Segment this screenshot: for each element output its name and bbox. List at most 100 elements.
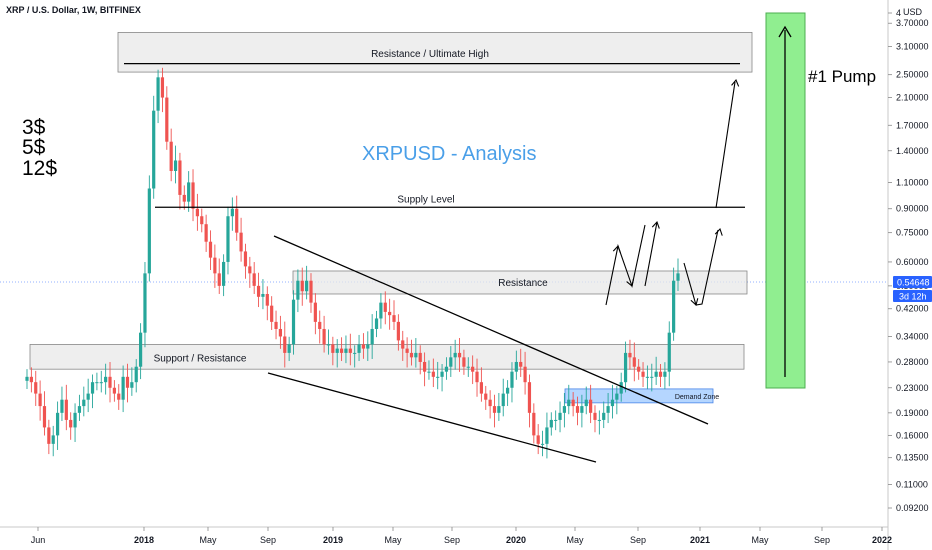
candle-body [527,382,532,413]
candle-body [134,366,138,383]
candle-body [431,371,435,377]
candle-body [615,393,619,400]
chart-header-title: XRP / U.S. Dollar, 1W, BITFINEX [6,5,141,15]
candle-body [580,406,584,413]
zone-label-ultimate-high: Resistance / Ultimate High [371,49,489,60]
candle-body [208,241,213,258]
y-tick-label: 1.40000 [896,146,929,156]
candle-body [239,232,243,252]
supply-level-label: Supply Level [397,194,454,205]
candle-body [200,216,204,225]
x-tick-label: Sep [630,535,646,545]
candle-body [217,273,221,286]
x-tick-label: 2018 [134,535,154,545]
candle-body [444,366,449,372]
candle-body [204,224,208,242]
candle-body [191,182,195,209]
zone-label-support-resistance: Support / Resistance [154,353,247,364]
candle-body [195,208,199,217]
candle-body [676,273,680,281]
y-tick-label: 1.10000 [896,177,929,187]
x-tick-label: 2022 [872,535,892,545]
candle-body [165,97,169,142]
candle-body [261,293,265,297]
candles-layer [25,67,680,459]
target-3-label: 3$ [22,116,46,139]
projection-long-arrow [715,81,736,209]
candle-body [475,371,479,383]
candle-body [108,376,112,388]
candle-body [178,160,182,195]
candle-body [335,348,339,353]
candle-body [379,302,383,319]
candle-body [125,376,130,388]
zone-demand-zone [564,388,714,404]
candle-body [641,371,645,377]
candle-body [374,318,379,329]
candle-body [497,406,501,413]
candle-body [60,399,64,413]
candle-body [562,406,567,413]
candle-body [388,311,392,316]
projection-head-long [731,78,740,87]
candle-body [291,299,296,345]
candle-body [484,393,488,400]
candle-body [610,399,615,407]
candle-body [554,419,558,421]
candle-body [309,280,313,303]
y-tick-label: 0.34000 [896,331,929,341]
x-tick-label: 2020 [506,535,526,545]
candle-body [409,352,414,358]
candle-body [222,261,226,286]
candle-body [488,399,492,407]
candle-body [405,348,409,353]
candle-body [637,366,641,372]
candle-body [462,357,466,367]
projection-zigzag-2 [683,229,719,306]
y-tick-label: 2.50000 [896,70,929,80]
candle-body [182,194,186,202]
candle-body [117,393,121,400]
candle-body [230,208,234,217]
candle-body [235,208,239,233]
candle-body [252,273,256,286]
y-tick-label: 0.16000 [896,430,929,440]
wedge-lower-line [267,372,597,463]
drawings-layer: Resistance / Ultimate High Supply Level Re… [124,49,745,463]
candle-body [654,371,658,377]
projection-head-2b [714,227,723,236]
candle-body [331,344,335,353]
candle-body [173,160,178,171]
last-price-value: 0.54648 [897,278,930,288]
y-tick-label: 0.19000 [896,408,929,418]
y-tick-label: 0.42000 [896,304,929,314]
candle-body [169,141,173,171]
y-tick-label: 1.70000 [896,120,929,130]
zones-layer [29,32,753,404]
candle-body [571,399,575,407]
candle-body [339,348,344,353]
candle-body [366,344,370,349]
candle-body [99,382,103,384]
candle-body [143,273,147,333]
candle-body [523,366,527,383]
candle-body [300,280,304,292]
candle-body [34,382,38,394]
candle-body [187,182,191,202]
x-tick-label: 2021 [690,535,710,545]
zone-resistance-ultimate-high [117,32,753,73]
countdown-value: 3d 12h [899,292,927,302]
candle-body [536,435,540,444]
candle-body [514,361,518,372]
candle-body [401,340,405,349]
x-tick-label: Sep [814,535,830,545]
candle-body [540,443,545,445]
y-tick-label: 3.70000 [896,18,929,28]
candle-body [593,412,597,420]
candle-body [519,361,523,367]
candle-body [82,399,86,407]
candle-body [90,382,95,394]
candle-body [353,352,357,354]
candle-body [226,216,230,262]
candle-body [567,399,571,407]
